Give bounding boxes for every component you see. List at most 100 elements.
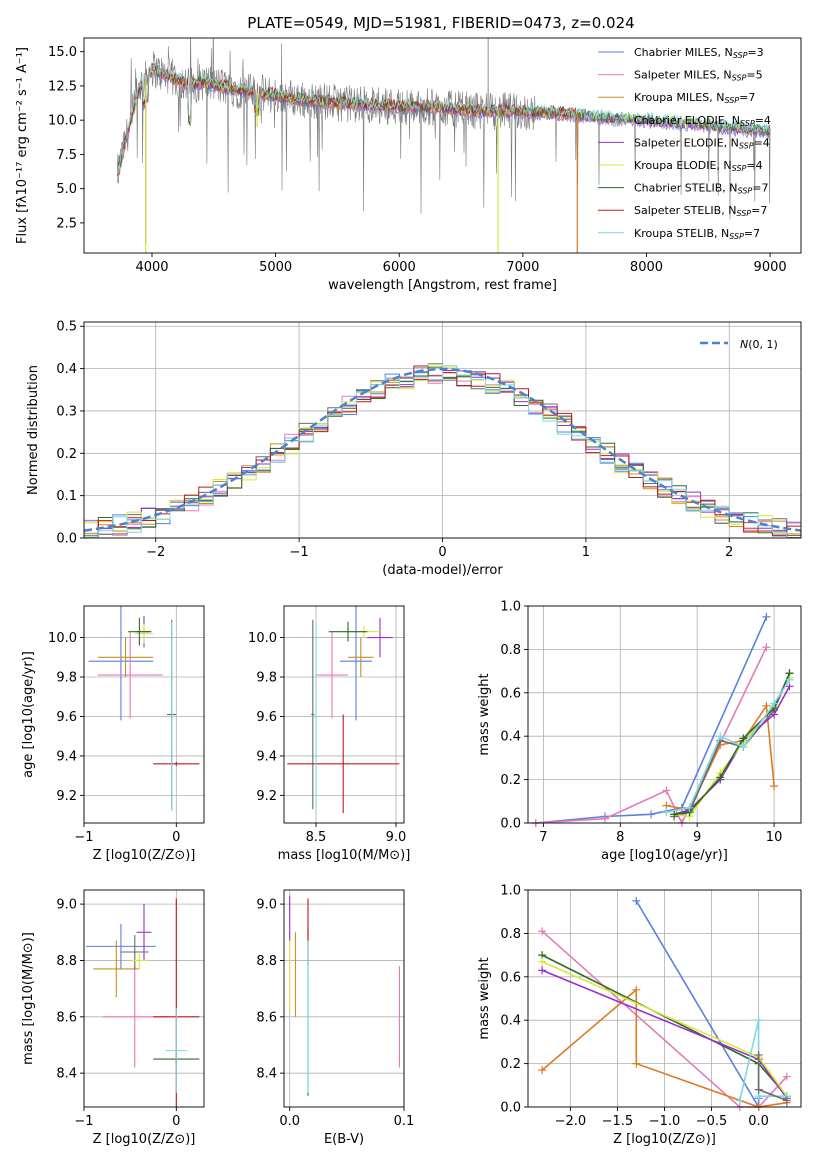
y-tick-label: 7.5 (56, 148, 77, 163)
x-tick-label: 9 (693, 830, 701, 845)
x-tick-label: 8.5 (306, 830, 327, 845)
weight-series (666, 679, 791, 813)
model-spectrum (117, 62, 579, 177)
axes-frame (83, 37, 802, 254)
weight-marker (716, 773, 725, 782)
axes-frame (527, 605, 802, 824)
weight-marker (538, 957, 547, 966)
mass-vs-z-panel: −1 0 8.4 8.6 8.8 9.0 Z [log10(Z/Z⊙)] mass [log1… (21, 889, 205, 1147)
y-tick-label: 0.6 (500, 970, 521, 985)
y-tick-label: 0.5 (56, 320, 77, 335)
y-tick-label: 15.0 (48, 45, 77, 60)
weight-marker (782, 1096, 791, 1105)
errorbars (88, 606, 200, 812)
weight-marker (782, 1072, 791, 1081)
weight-marker (770, 699, 779, 708)
y-tick-label: 0.8 (500, 643, 521, 658)
legend-entry: Chabrier ELODIE, NSSP=4 (634, 114, 771, 128)
age-vs-z-panel: −1 0 9.2 9.4 9.6 9.8 10.0 Z [log10(Z/Z⊙)] age [l… (21, 605, 205, 863)
weight-marker (632, 1059, 641, 1068)
y-tick-label: 9.4 (256, 749, 277, 764)
y-tick-label: 8.8 (256, 954, 277, 969)
x-tick-label: 10 (766, 830, 783, 845)
weight-marker (662, 786, 671, 795)
x-axis-label: E(B-V) (324, 1132, 364, 1147)
legend-entry: Chabrier MILES, NSSP=3 (634, 46, 764, 60)
weight-marker (662, 808, 671, 817)
weight-marker (632, 896, 641, 905)
y-tick-label: 0.0 (56, 532, 77, 547)
errorbars (85, 898, 200, 1107)
y-tick-label: 2.5 (56, 216, 77, 231)
y-tick-label: 0.6 (500, 686, 521, 701)
legend-entry: Kroupa STELIB, NSSP=7 (634, 227, 760, 241)
axes-frame (283, 605, 405, 824)
x-tick-label: 5000 (259, 260, 292, 275)
weight-series (535, 646, 768, 825)
grid (284, 890, 405, 1107)
axes-frame (83, 605, 205, 824)
y-axis-label: mass weight (477, 673, 492, 755)
y-tick-label: 0.4 (500, 730, 521, 745)
x-tick-label: 0 (172, 830, 180, 845)
y-tick-label: 0.8 (500, 927, 521, 942)
x-tick-label: −1.5 (602, 1114, 634, 1129)
weight-marker (754, 1085, 763, 1094)
y-tick-label: 0.0 (500, 817, 521, 832)
axes-frame (527, 889, 802, 1108)
errorbars (289, 895, 400, 1096)
y-tick-label: 9.8 (256, 671, 277, 686)
weight-marker (600, 814, 609, 823)
residuals-panel: −2 −1 0 1 2 0.0 0.1 0.2 0.3 0.4 0.5 (data-model)/er… (26, 320, 802, 578)
axes-frame (283, 889, 405, 1108)
histograms (84, 363, 801, 538)
x-tick-label: 8 (616, 830, 624, 845)
y-tick-label: 12.5 (48, 79, 77, 94)
y-tick-label: 8.8 (56, 954, 77, 969)
x-tick-label: 9.0 (386, 830, 407, 845)
y-tick-label: 9.6 (56, 710, 77, 725)
weight-marker (716, 732, 725, 741)
weight-series (635, 900, 760, 1110)
y-tick-label: 9.0 (256, 898, 277, 913)
grid (284, 606, 404, 823)
x-tick-label: 7000 (506, 260, 539, 275)
y-tick-label: 8.4 (256, 1067, 277, 1082)
model-spectrum (117, 62, 771, 175)
x-tick-label: −1 (74, 1114, 93, 1129)
y-axis-label: mass weight (477, 957, 492, 1039)
x-axis-label: mass [log10(M/M⊙)] (278, 848, 411, 863)
x-tick-label: −1 (74, 830, 93, 845)
weight-marker (739, 734, 748, 743)
spectrum-panel: 4000 5000 6000 7000 8000 9000 2.5 5.0 7.5 10.0 12.… (15, 37, 802, 293)
legend-entry: Salpeter MILES, NSSP=5 (634, 69, 763, 83)
x-tick-label: 0 (172, 1114, 180, 1129)
x-axis-label: (data-model)/error (382, 563, 503, 578)
x-axis-label: Z [log10(Z/Z⊙)] (93, 1132, 196, 1147)
gaussian-curve (84, 367, 801, 532)
weight-marker (754, 1016, 763, 1025)
legend-entry: Chabrier STELIB, NSSP=7 (634, 182, 768, 196)
x-tick-label: −1 (290, 545, 309, 560)
y-tick-label: 8.4 (56, 1067, 77, 1082)
y-tick-label: 0.2 (500, 1057, 521, 1072)
weight-marker (762, 612, 771, 621)
x-tick-label: 1 (582, 545, 590, 560)
x-axis-label: wavelength [Angstrom, rest frame] (328, 278, 557, 293)
legend-entry: Salpeter ELODIE, NSSP=4 (634, 136, 770, 150)
weight-series (673, 677, 791, 818)
weight-marker (670, 810, 679, 819)
age-vs-mass-panel: 8.5 9.0 9.2 9.4 9.6 9.8 10.0 mass [log10(M/M⊙)] (248, 605, 411, 863)
weight-marker (762, 701, 771, 710)
weight-marker (770, 782, 779, 791)
x-tick-label: −2.0 (555, 1114, 587, 1129)
y-axis-label: Flux [fλ10⁻¹⁷ erg cm⁻² s⁻¹ A⁻¹] (15, 47, 30, 244)
x-tick-label: 9000 (754, 260, 787, 275)
legend-entry: Kroupa MILES, NSSP=7 (634, 91, 755, 105)
weight-marker (762, 643, 771, 652)
x-tick-label: 0.0 (748, 1114, 769, 1129)
histogram-series (84, 365, 801, 538)
x-tick-label: 6000 (383, 260, 416, 275)
y-tick-label: 9.2 (256, 789, 277, 804)
